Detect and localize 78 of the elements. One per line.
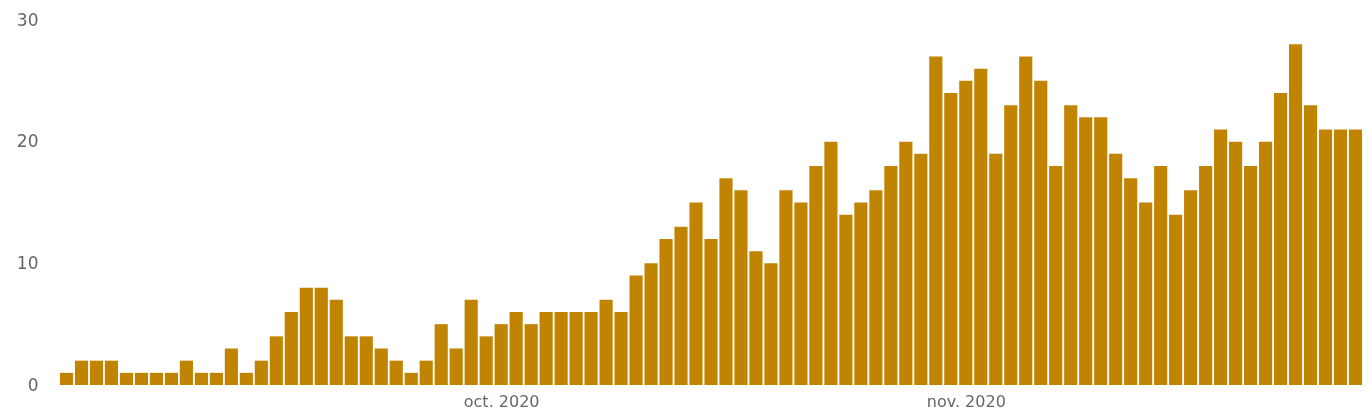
bar [119,372,134,385]
bar [1109,153,1123,385]
x-tick-label: nov. 2020 [926,391,1006,411]
bar [1064,105,1078,385]
bar [1169,214,1183,385]
bar [989,153,1003,385]
bar [854,202,868,385]
y-tick-label: 20 [16,131,39,152]
bar [1229,141,1243,385]
bar [89,360,104,385]
bar [914,153,928,385]
bar [1094,117,1108,385]
bar [74,360,89,385]
bar [1049,166,1063,385]
bar [929,56,943,385]
bar [254,360,268,385]
bar [1288,44,1303,385]
bar [224,348,238,385]
bar [509,312,523,385]
bar [314,287,328,385]
bar [404,372,418,385]
bar [449,348,463,385]
bar [569,312,583,385]
bar [494,324,508,385]
bar [284,312,298,385]
bar [524,324,538,385]
bar [899,141,913,385]
bar [209,372,223,385]
bar [1199,166,1213,385]
bar [1259,141,1273,385]
bar [869,190,883,385]
bar [584,312,598,385]
bar [1348,129,1363,385]
bar [974,68,988,385]
bar [1333,129,1348,385]
bar [239,372,253,385]
bar [1034,80,1048,385]
bar [884,166,898,385]
bar [1273,93,1288,385]
bar [1214,129,1228,385]
bar [419,360,433,385]
bar [269,336,283,385]
bar [149,372,163,385]
y-tick-label: 0 [27,374,39,395]
bar [1139,202,1153,385]
bar [104,360,119,385]
bar [344,336,358,385]
bar [479,336,493,385]
bar [59,372,74,385]
bar [1124,178,1138,385]
bar [299,287,313,385]
bar [1019,56,1033,385]
bar [554,312,568,385]
bar [944,93,958,385]
bar [329,299,343,385]
bar [434,324,448,385]
bar [1004,105,1018,385]
y-tick-label: 10 [16,252,39,273]
bar [1079,117,1093,385]
bar [464,299,478,385]
bar [134,372,149,385]
bar [839,214,853,385]
bar [389,360,403,385]
bar [179,360,193,385]
bar [359,336,373,385]
bar [824,141,838,385]
bar [194,372,208,385]
bar [539,312,553,385]
bar [164,372,178,385]
y-tick-label: 30 [16,9,39,30]
bar [959,80,973,385]
bar [1244,166,1258,385]
bar [1303,105,1318,385]
bar [1318,129,1333,385]
bar [1184,190,1198,385]
bar [374,348,388,385]
x-tick-label: oct. 2020 [463,391,540,411]
bar [1154,166,1168,385]
